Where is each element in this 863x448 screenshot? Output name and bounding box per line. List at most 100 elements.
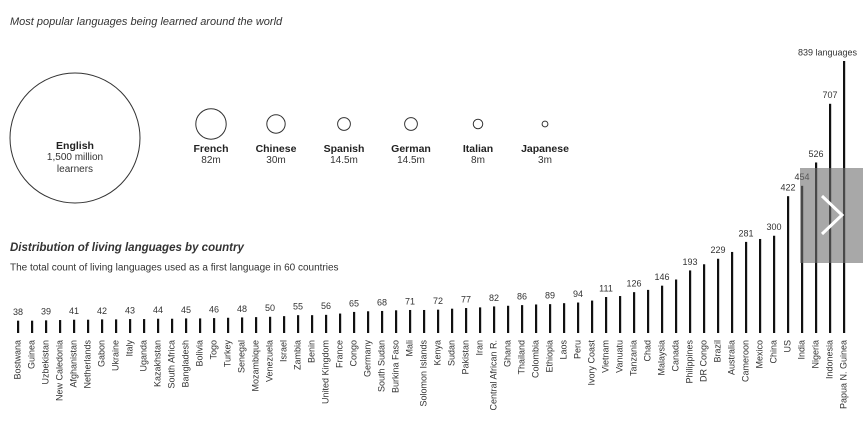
country-label: South Africa [166,340,176,389]
country-label: Ethiopia [544,340,554,373]
language-name: Japanese [521,143,569,155]
country-label: Central African R. [488,340,498,411]
country-label: Mexico [754,340,764,369]
language-name: Spanish [323,143,365,155]
country-label: Kazakhstan [152,340,162,387]
bubble [195,108,227,140]
value-label: 77 [461,294,471,304]
bar [115,319,118,333]
country-label: Italy [124,340,134,357]
country-label: Zambia [292,340,302,370]
bubble-label: Chinese 30m [241,143,311,167]
bar [591,300,594,333]
bar [633,292,636,333]
country-label: India [796,340,806,360]
bar [171,318,174,333]
country-label: Sudan [446,340,456,366]
language-name: Chinese [255,143,297,155]
bar-subtitle: The total count of living languages used… [10,263,339,274]
next-button[interactable] [800,168,863,263]
country-label: Australia [726,340,736,375]
country-label: Congo [348,340,358,367]
bar [521,305,524,333]
bubble [472,118,484,130]
bar [101,319,104,333]
bubble [404,117,418,131]
country-label: Solomon Islands [418,340,428,407]
value-label: 45 [181,305,191,315]
country-label: Uzbekistan [40,340,50,385]
country-label: Malaysia [656,340,666,376]
country-label: Mali [404,340,414,357]
bar [17,320,20,333]
country-label: South Sudan [376,340,386,392]
bar [157,318,160,333]
bar [255,317,258,333]
bubble [541,120,549,128]
bubble-title: Most popular languages being learned aro… [10,16,283,28]
country-label: Afghanistan [68,340,78,388]
bar [269,316,272,333]
value-label: 44 [153,305,163,315]
country-label: Mozambique [250,340,260,392]
country-label: Brazil [712,340,722,363]
bar [339,313,342,333]
country-label: Guinea [26,340,36,369]
value-label: 71 [405,296,415,306]
bar-title: Distribution of living languages by coun… [10,242,244,254]
bar [451,308,454,333]
country-label: Gabon [96,340,106,367]
value-label: 86 [517,291,527,301]
value-label: 193 [682,257,697,267]
value-label: 82 [489,293,499,303]
value-label: 422 [780,183,795,193]
value-label: 229 [710,245,725,255]
country-label: Chad [642,340,652,362]
bar [213,318,216,333]
country-label: Senegal [236,340,246,373]
value-label: 526 [808,149,823,159]
bar [199,318,202,333]
country-label: Bangladesh [180,340,190,388]
country-label: New Caledonia [54,340,64,401]
country-label: China [768,340,778,364]
bar [745,241,748,333]
value-label: 146 [654,272,669,282]
country-label: Peru [572,340,582,359]
chevron [820,194,845,236]
bar [773,235,776,333]
bar [661,285,664,333]
bar [185,318,188,333]
bubble-label: Spanish 14.5m [309,143,379,167]
country-label: Uganda [138,340,148,372]
bar [353,311,356,333]
value-label: 281 [738,228,753,238]
country-label: United Kingdom [320,340,330,404]
bar [675,279,678,333]
bar [381,310,384,333]
value-label: 707 [822,90,837,100]
bubble-label: Italian 8m [443,143,513,167]
bar [73,319,76,333]
bar [311,315,314,333]
bar [759,238,762,333]
country-label: Benin [306,340,316,363]
value-label: 72 [433,296,443,306]
country-label: Laos [558,340,568,360]
country-label: Turkey [222,340,232,368]
value-label: 39 [41,307,51,317]
bar [227,317,230,333]
country-label: Togo [208,340,218,360]
country-label: US [782,340,792,353]
value-label: 48 [237,304,247,314]
value-label: 43 [125,305,135,315]
value-label: 89 [545,291,555,301]
learners-value: 14.5m [330,155,358,166]
country-label: Pakistan [460,340,470,375]
bar [689,270,692,333]
country-label: Israel [278,340,288,362]
bar [325,314,328,333]
learners-value: 82m [201,155,221,166]
bar [479,307,482,333]
country-label: Papua N. Guinea [838,340,848,409]
